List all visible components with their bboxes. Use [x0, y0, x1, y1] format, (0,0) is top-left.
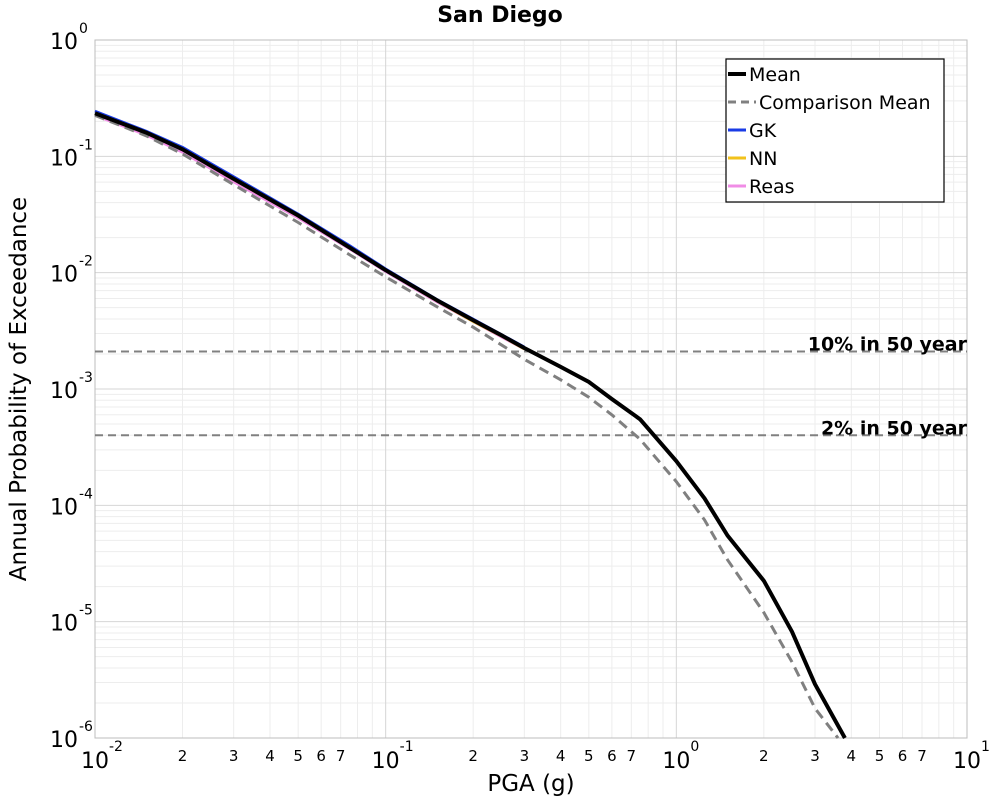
legend-label-reas: Reas	[749, 176, 795, 198]
x-minor-tick-label: 5	[875, 747, 885, 765]
y-tick-exponent: 0	[79, 21, 88, 37]
y-axis-title: Annual Probability of Exceedance	[6, 197, 32, 581]
reference-label-2-in-50-year: 2% in 50 year	[821, 417, 968, 439]
legend-label-mean: Mean	[749, 64, 801, 86]
y-tick-exponent: -3	[79, 370, 93, 386]
legend-label-gk: GK	[749, 120, 777, 142]
x-tick-label: 10	[81, 749, 109, 774]
legend-label-comparison-mean: Comparison Mean	[759, 92, 931, 114]
x-tick-exponent: 0	[690, 739, 699, 755]
x-minor-tick-label: 4	[265, 747, 275, 765]
x-minor-tick-label: 6	[898, 747, 908, 765]
x-tick-exponent: -2	[109, 739, 123, 755]
x-tick-label: 10	[953, 749, 981, 774]
y-tick-exponent: -4	[79, 486, 93, 502]
legend-label-nn: NN	[749, 148, 777, 170]
chart-title: San Diego	[437, 3, 563, 28]
x-tick-exponent: 1	[981, 739, 990, 755]
x-minor-tick-label: 7	[627, 747, 637, 765]
x-minor-tick-label: 7	[917, 747, 927, 765]
series-lines	[94, 109, 847, 739]
x-minor-tick-label: 2	[178, 747, 188, 765]
x-minor-tick-label: 2	[759, 747, 769, 765]
x-minor-tick-label: 7	[336, 747, 346, 765]
x-minor-tick-label: 6	[607, 747, 617, 765]
series-line-comparison-mean	[94, 114, 840, 739]
x-minor-tick-label: 4	[847, 747, 857, 765]
y-tick-exponent: -1	[79, 137, 93, 153]
y-tick-label: 10	[50, 495, 78, 520]
x-tick-exponent: -1	[400, 739, 414, 755]
y-tick-exponent: -6	[79, 719, 93, 735]
x-minor-tick-label: 3	[810, 747, 820, 765]
y-tick-exponent: -5	[79, 603, 93, 619]
series-line-mean	[94, 111, 847, 739]
x-minor-tick-label: 2	[468, 747, 478, 765]
y-tick-label: 10	[50, 612, 78, 637]
y-tick-label: 10	[50, 146, 78, 171]
x-tick-label: 10	[372, 749, 400, 774]
x-tick-label: 10	[662, 749, 690, 774]
x-axis-title: PGA (g)	[487, 771, 574, 797]
reference-label-10-in-50-year: 10% in 50 year	[808, 334, 968, 356]
x-minor-tick-label: 5	[293, 747, 303, 765]
x-minor-tick-label: 4	[556, 747, 566, 765]
x-minor-tick-label: 3	[229, 747, 239, 765]
x-minor-tick-label: 6	[316, 747, 326, 765]
y-tick-label: 10	[50, 728, 78, 753]
x-minor-tick-label: 5	[584, 747, 594, 765]
y-tick-label: 10	[50, 263, 78, 288]
reference-lines: 10% in 50 year 2% in 50 year	[95, 334, 968, 439]
y-tick-label: 10	[50, 379, 78, 404]
legend: Mean Comparison Mean GK NN Reas	[725, 58, 945, 203]
plot-frame	[94, 39, 968, 739]
y-tick-exponent: -2	[79, 254, 93, 270]
legend-box	[725, 58, 945, 203]
x-minor-tick-label: 3	[520, 747, 530, 765]
y-tick-label: 10	[50, 30, 78, 55]
